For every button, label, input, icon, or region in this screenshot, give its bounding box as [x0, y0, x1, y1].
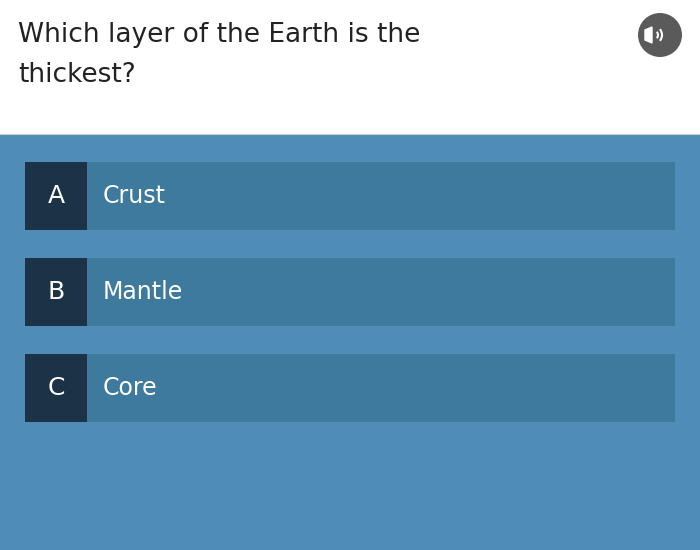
Text: Which layer of the Earth is the: Which layer of the Earth is the: [18, 22, 421, 48]
Text: thickest?: thickest?: [18, 62, 136, 88]
Bar: [25, 258, 87, 326]
Text: Crust: Crust: [103, 184, 166, 208]
Bar: [25, 354, 87, 422]
Text: B: B: [48, 280, 64, 304]
Polygon shape: [645, 28, 652, 42]
Circle shape: [638, 13, 682, 57]
Polygon shape: [645, 27, 652, 43]
Text: C: C: [48, 376, 64, 400]
Text: Core: Core: [103, 376, 158, 400]
Bar: [25, 354, 675, 422]
Text: A: A: [48, 184, 64, 208]
Bar: [25, 258, 675, 326]
Bar: [0, 134, 700, 550]
Bar: [25, 162, 675, 230]
Bar: [0, 0, 700, 134]
Text: Mantle: Mantle: [103, 280, 183, 304]
Bar: [25, 162, 87, 230]
